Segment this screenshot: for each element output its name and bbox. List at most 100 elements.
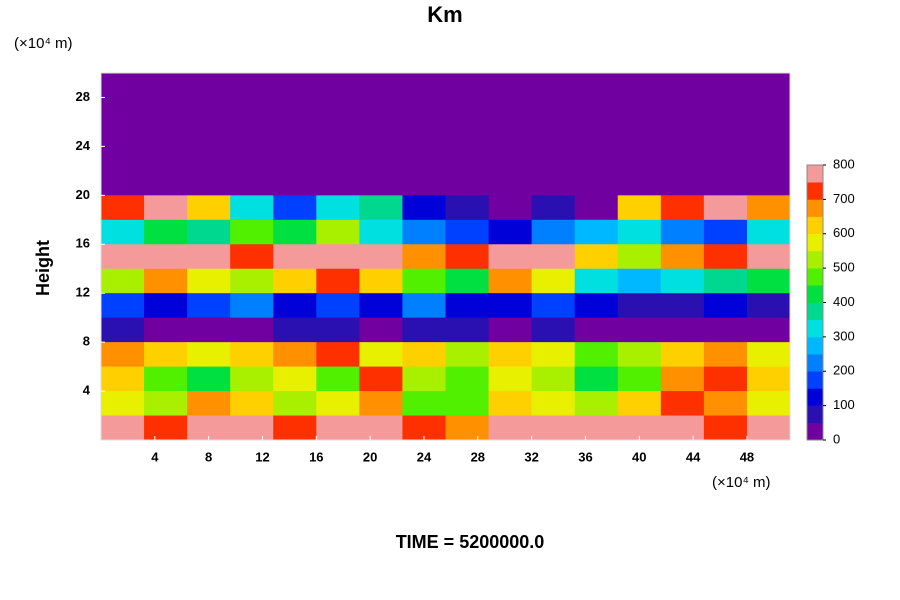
footer: TIME = 5200000.0 <box>396 532 545 552</box>
heat-cell <box>531 268 576 294</box>
heat-cell <box>402 293 446 319</box>
heat-cell <box>445 195 490 221</box>
heat-cell <box>273 366 317 392</box>
heat-cell <box>574 293 619 319</box>
y-tick-label: 16 <box>76 236 90 251</box>
heat-cell <box>144 219 188 245</box>
heat-cell <box>660 268 705 294</box>
heat-cell <box>273 97 317 123</box>
heat-cell <box>316 73 360 98</box>
heat-cell <box>316 317 360 343</box>
heat-cell <box>703 366 748 392</box>
heat-cell <box>488 121 533 147</box>
colorbar-segment <box>807 182 823 200</box>
heat-cell <box>488 97 533 123</box>
heat-cell <box>187 391 231 417</box>
y-tick-label: 28 <box>76 89 90 104</box>
heat-cell <box>660 415 705 441</box>
heat-cell <box>402 73 446 98</box>
heat-cell <box>316 219 360 245</box>
heat-cell <box>531 121 576 147</box>
heat-cell <box>703 342 748 368</box>
colorbar-tick-label: 200 <box>833 363 855 378</box>
heat-cell <box>144 121 188 147</box>
x-tick-label: 20 <box>363 449 377 464</box>
heat-cell <box>359 97 403 123</box>
heat-cell <box>445 366 490 392</box>
heat-cell <box>230 342 274 368</box>
heat-cell <box>660 170 705 196</box>
heat-cell <box>101 195 145 221</box>
heat-cell <box>187 268 231 294</box>
heat-cell <box>488 317 533 343</box>
colorbar-segment <box>807 336 823 355</box>
heat-cell <box>703 415 748 441</box>
heat-cell <box>359 170 403 196</box>
heat-cell <box>144 293 188 319</box>
heat-cell <box>531 219 576 245</box>
x-tick-label: 16 <box>309 449 323 464</box>
heat-cell <box>187 146 231 172</box>
heat-cell <box>101 268 145 294</box>
heat-cell <box>402 195 446 221</box>
heat-cell <box>746 342 791 368</box>
heat-cell <box>187 244 231 270</box>
x-unit: (×10⁴ m) <box>712 474 771 491</box>
heat-cell <box>445 73 490 98</box>
heat-cell <box>488 293 533 319</box>
heat-cell <box>617 219 662 245</box>
x-tick-label: 32 <box>524 449 538 464</box>
x-tick-label: 40 <box>632 449 646 464</box>
heat-cell <box>230 121 274 147</box>
heat-cell <box>402 97 446 123</box>
heat-cell <box>359 391 403 417</box>
heat-cell <box>101 146 145 172</box>
heat-cell <box>617 244 662 270</box>
heat-cell <box>101 170 145 196</box>
x-tick-label: 48 <box>740 449 754 464</box>
heat-cell <box>359 317 403 343</box>
heat-cell <box>703 268 748 294</box>
heat-cell <box>359 244 403 270</box>
heat-cell <box>144 244 188 270</box>
heat-cell <box>531 73 576 98</box>
heat-cell <box>316 391 360 417</box>
colorbar-segment <box>807 422 823 441</box>
heat-cell <box>230 219 274 245</box>
heat-cell <box>273 146 317 172</box>
heat-cell <box>746 73 791 98</box>
heat-cell <box>144 268 188 294</box>
heat-cell <box>660 244 705 270</box>
heat-cell <box>531 391 576 417</box>
heat-cell <box>488 244 533 270</box>
heat-cell <box>617 146 662 172</box>
heat-cell <box>488 170 533 196</box>
colorbar-tick-label: 100 <box>833 397 855 412</box>
heat-cell <box>746 170 791 196</box>
heat-cell <box>101 391 145 417</box>
heat-cell <box>660 195 705 221</box>
colorbar-segment <box>807 199 823 217</box>
heat-cell <box>359 73 403 98</box>
colorbar-segment <box>807 216 823 235</box>
heat-cell <box>187 170 231 196</box>
heat-cell <box>703 73 748 98</box>
heat-cell <box>316 121 360 147</box>
colorbar-tick-label: 700 <box>833 191 855 206</box>
heat-cell <box>660 219 705 245</box>
heat-cell <box>101 244 145 270</box>
heat-cell <box>402 170 446 196</box>
heat-cell <box>617 317 662 343</box>
heat-cell <box>230 195 274 221</box>
colorbar-tick-label: 300 <box>833 328 855 343</box>
heat-cell <box>187 293 231 319</box>
heat-cell <box>445 317 490 343</box>
heat-cell <box>488 415 533 441</box>
x-tick-label: 36 <box>578 449 592 464</box>
heat-cell <box>746 244 791 270</box>
heat-cell <box>445 342 490 368</box>
heat-cell <box>445 97 490 123</box>
heat-cell <box>316 293 360 319</box>
heat-cell <box>746 391 791 417</box>
heat-cell <box>746 146 791 172</box>
